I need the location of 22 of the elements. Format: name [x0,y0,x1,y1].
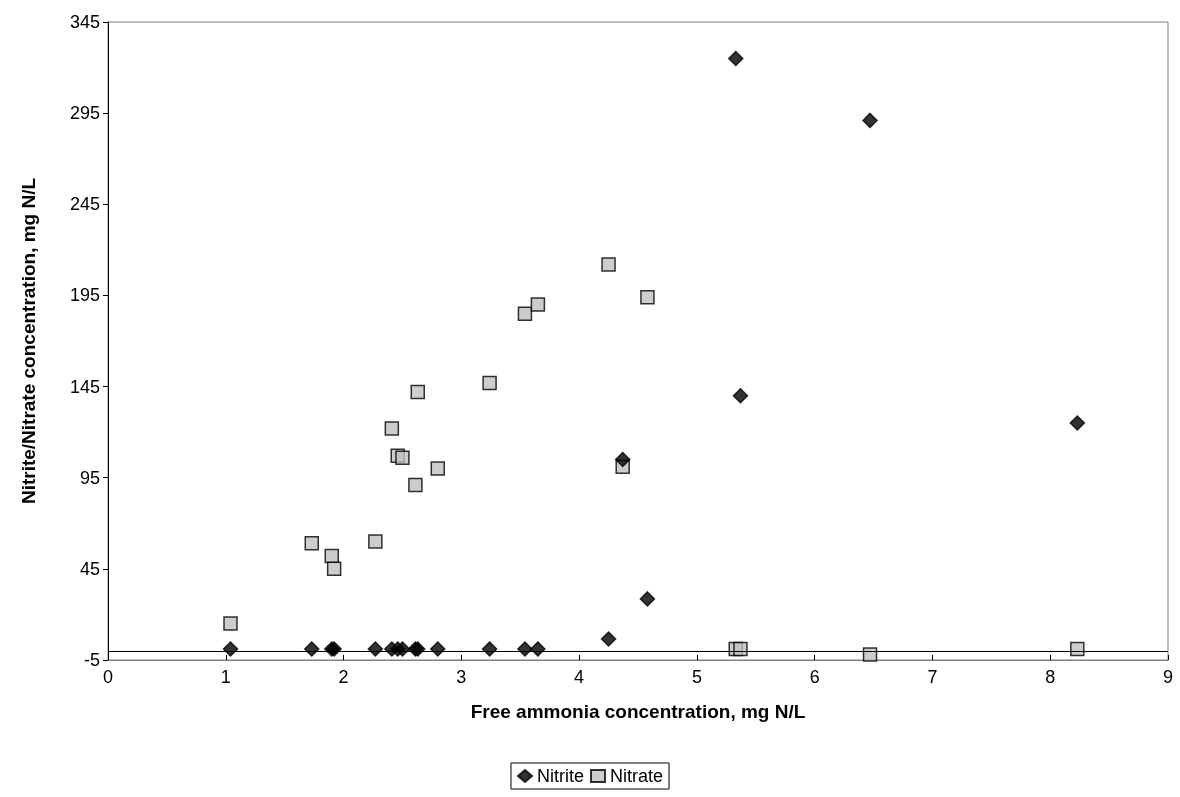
y-tick-label: 295 [69,103,100,124]
y-tick-label: 45 [79,558,100,579]
x-tick-label: 0 [102,667,114,687]
x-tick-label: 4 [574,667,585,687]
y-tick-label: 195 [69,285,100,306]
x-tick-label: 8 [1045,667,1056,687]
x-tick-label: 7 [927,667,938,687]
legend-label: Nitrite [536,766,585,786]
x-tick-label: 2 [338,667,349,687]
y-tick-label: 145 [69,376,100,397]
y-tick-label: 345 [69,12,100,32]
y-tick-label: 245 [69,194,100,215]
y-axis-title: Nitrite/Nitrate concentration, mg N/L [18,177,39,505]
x-tick-label: 6 [809,667,820,687]
x-tick-label: 5 [691,667,702,687]
x-tick-label: 9 [1162,667,1174,687]
x-axis-title: Free ammonia concentration, mg N/L [470,701,806,722]
y-tick-label: 95 [79,467,100,488]
y-tick-label: -5 [83,650,100,670]
legend-label: Nitrate [609,766,664,786]
x-tick-label: 1 [220,667,231,687]
x-tick-label: 3 [456,667,467,687]
